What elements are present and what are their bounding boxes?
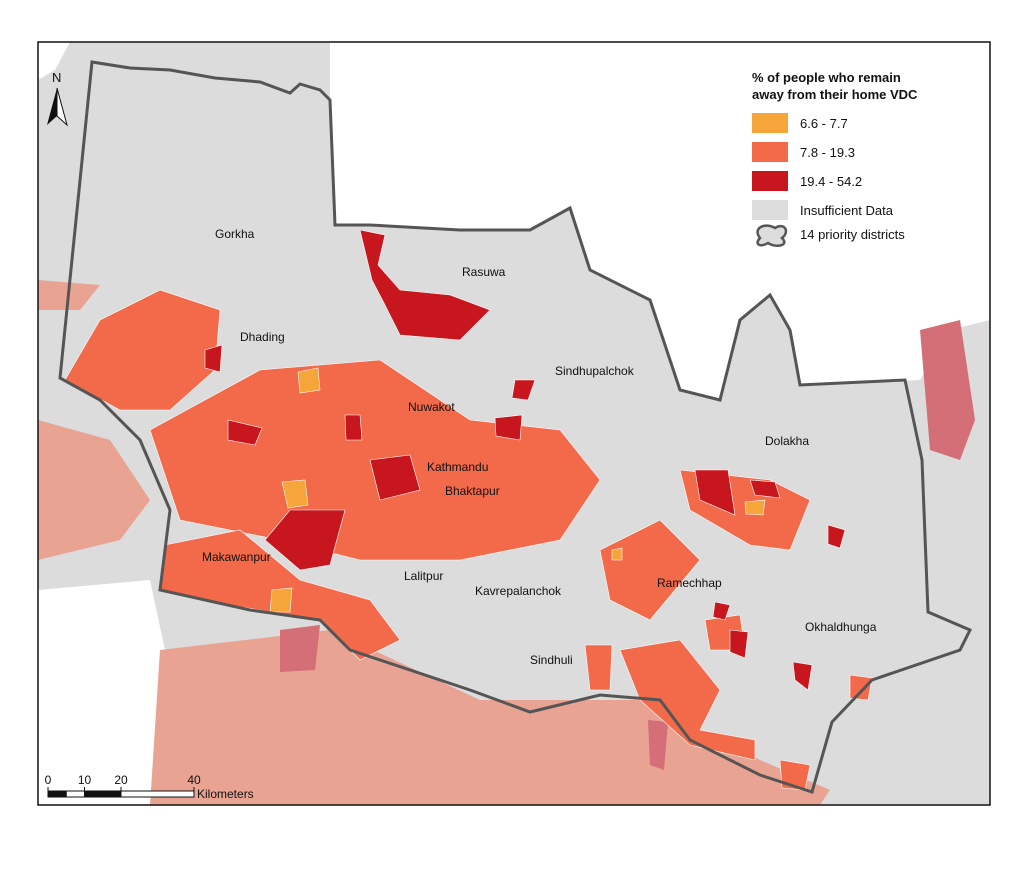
legend-label: Insufficient Data xyxy=(800,203,894,218)
outside-area xyxy=(38,42,70,80)
scale-label: 20 xyxy=(114,773,128,787)
district-label: Nuwakot xyxy=(408,400,455,414)
scale-label: 0 xyxy=(45,773,52,787)
district-label: Dhading xyxy=(240,330,285,344)
outside-area xyxy=(330,42,990,400)
district-labels: Gorkha Rasuwa Dhading Sindhupalchok Nuwa… xyxy=(202,227,877,667)
legend-label: 7.8 - 19.3 xyxy=(800,145,855,160)
district-label: Ramechhap xyxy=(657,576,722,590)
district-label: Rasuwa xyxy=(462,265,506,279)
legend-title: away from their home VDC xyxy=(752,87,918,102)
legend-title: % of people who remain xyxy=(752,70,901,85)
district-label: Okhaldhunga xyxy=(805,620,877,634)
legend: % of people who remain away from their h… xyxy=(752,70,918,247)
scale-segment xyxy=(120,790,195,798)
legend-swatch xyxy=(752,200,788,220)
scale-label: 40 xyxy=(187,773,201,787)
district-label: Gorkha xyxy=(215,227,255,241)
north-label: N xyxy=(52,70,61,85)
legend-label: 6.6 - 7.7 xyxy=(800,116,848,131)
district-label: Sindhupalchok xyxy=(555,364,635,378)
district-label: Lalitpur xyxy=(404,569,443,583)
priority-boundary xyxy=(58,60,973,794)
vdc-patches xyxy=(64,229,873,791)
district-label: Kathmandu xyxy=(427,460,488,474)
district-label: Makawanpur xyxy=(202,550,271,564)
scale-unit: Kilometers xyxy=(197,787,254,801)
legend-label: 14 priority districts xyxy=(800,227,905,242)
district-label: Sindhuli xyxy=(530,653,573,667)
scale-segment xyxy=(65,790,85,798)
legend-swatch xyxy=(752,171,788,191)
outside-area xyxy=(38,580,165,805)
legend-swatch xyxy=(752,142,788,162)
district-label: Kavrepalanchok xyxy=(475,584,562,598)
map-frame xyxy=(37,41,991,806)
north-arrow: N xyxy=(47,70,68,127)
district-label: Dolakha xyxy=(765,434,809,448)
scale-segment xyxy=(84,790,122,798)
scale-label: 10 xyxy=(78,773,92,787)
legend-label: 19.4 - 54.2 xyxy=(800,174,862,189)
legend-swatch xyxy=(752,113,788,133)
scale-segment xyxy=(47,790,67,798)
district-label: Bhaktapur xyxy=(445,484,500,498)
